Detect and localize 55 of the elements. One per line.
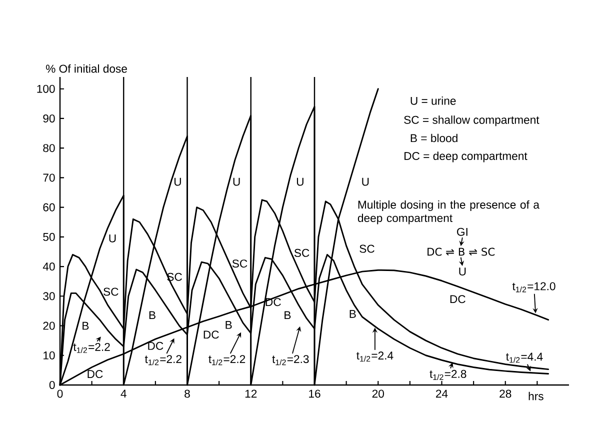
y-tick-label: 40 [42, 262, 55, 271]
annotation: U = urine [410, 96, 456, 105]
annotation: B [82, 322, 89, 330]
x-tick-label: 12 [245, 390, 257, 398]
x-tick-label: 0 [57, 390, 63, 398]
annotation: DC [204, 330, 219, 339]
x-tick-label: 28 [500, 390, 512, 398]
annotation: DC ⇌ B ⇌ SC [428, 248, 495, 256]
annotation: B [284, 311, 291, 320]
y-tick-label: 80 [43, 144, 55, 152]
annotation: U [174, 178, 181, 186]
annotation: t$_{1/2}$=2.2 [208, 355, 246, 366]
annotation: B [350, 310, 356, 318]
y-tick-label: 90 [43, 114, 55, 122]
annotation: t$_{1/2}$=2.2 [144, 355, 182, 366]
annotation: U [109, 234, 116, 242]
annotation: DC [148, 342, 164, 350]
x-tick-label: 8 [184, 390, 190, 398]
annotation: B [149, 311, 156, 320]
x-tick-label: 16 [309, 390, 320, 398]
annotation: SC [360, 244, 374, 253]
annotation: DC = deep compartment [404, 152, 528, 162]
annotation: SC = shallow compartment [404, 116, 540, 126]
annotation: U [233, 178, 240, 186]
y-tick-label: 100 [37, 84, 55, 93]
y-tick-label: 20 [43, 322, 55, 330]
annotation: t$_{1/2}$=12.0 [512, 282, 556, 292]
y-tick-label: 10 [44, 351, 55, 360]
y-tick-label: 50 [43, 232, 55, 241]
y-tick-label: 60 [43, 203, 55, 212]
annotation: DC [450, 295, 466, 304]
annotation: t$_{1/2}$=2.4 [356, 352, 394, 362]
annotation: U [362, 178, 369, 186]
annotation: U [459, 268, 466, 276]
x-tick-label: 20 [372, 390, 384, 398]
annotation: t$_{1/2}$=2.2 [73, 342, 110, 354]
annotation: U [296, 178, 304, 186]
y-tick-label: 0 [49, 380, 55, 390]
annotation: t$_{1/2}$=4.4 [506, 352, 543, 363]
y-tick-label: 30 [43, 292, 55, 300]
x-tick-label: 24 [436, 390, 448, 398]
annotation: SC [104, 288, 118, 296]
y-axis-title: % Of initial dose [46, 64, 127, 73]
annotation: GI [457, 228, 468, 236]
annotation: t$_{1/2}$=2.8 [430, 370, 466, 380]
annotation: DC [88, 370, 103, 378]
x-axis-title: hrs [528, 392, 544, 400]
x-tick-label: 4 [120, 390, 126, 398]
annotation: SC [232, 260, 248, 268]
y-tick-label: 70 [43, 174, 55, 182]
annotation: B = blood [410, 134, 458, 142]
annotation: B [226, 320, 232, 329]
annotation: t$_{1/2}$=2.3 [272, 355, 309, 366]
annotation: Multiple dosing in the presence of a deep compartment [358, 200, 540, 224]
annotation: SC [294, 248, 310, 257]
